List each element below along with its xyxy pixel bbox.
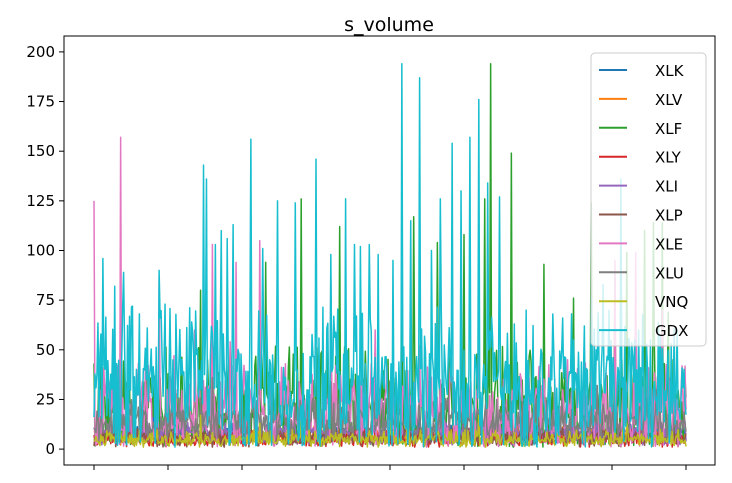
legend-label-xly: XLY [655, 149, 682, 167]
chart-title: s_volume [344, 14, 434, 36]
y-tick-label-200: 200 [26, 43, 55, 61]
legend-label-xli: XLI [655, 178, 678, 196]
series-gdx [93, 63, 687, 448]
y-tick-label-125: 125 [26, 192, 55, 210]
y-tick-label-75: 75 [36, 291, 55, 309]
y-axis: 0 25 50 75 100 125 150 175 200 [26, 43, 64, 458]
legend-label-xle: XLE [655, 235, 683, 253]
legend-label-xlp: XLP [655, 207, 683, 225]
x-axis [93, 465, 687, 470]
legend-label-xlu: XLU [655, 264, 684, 282]
y-tick-label-0: 0 [45, 440, 55, 458]
series-layer [93, 63, 687, 448]
legend: XLK XLV XLF XLY XLI XLP XLE XLU VNQ GDX [590, 52, 707, 347]
legend-label-gdx: GDX [655, 322, 688, 340]
y-tick-label-25: 25 [36, 390, 55, 408]
y-tick-label-175: 175 [26, 93, 55, 111]
y-tick-label-100: 100 [26, 242, 55, 260]
legend-label-xlk: XLK [655, 62, 685, 80]
y-tick-label-150: 150 [26, 142, 55, 160]
y-tick-label-50: 50 [36, 341, 55, 359]
legend-label-vnq: VNQ [655, 293, 688, 311]
legend-label-xlf: XLF [655, 120, 682, 138]
legend-label-xlv: XLV [655, 91, 683, 109]
